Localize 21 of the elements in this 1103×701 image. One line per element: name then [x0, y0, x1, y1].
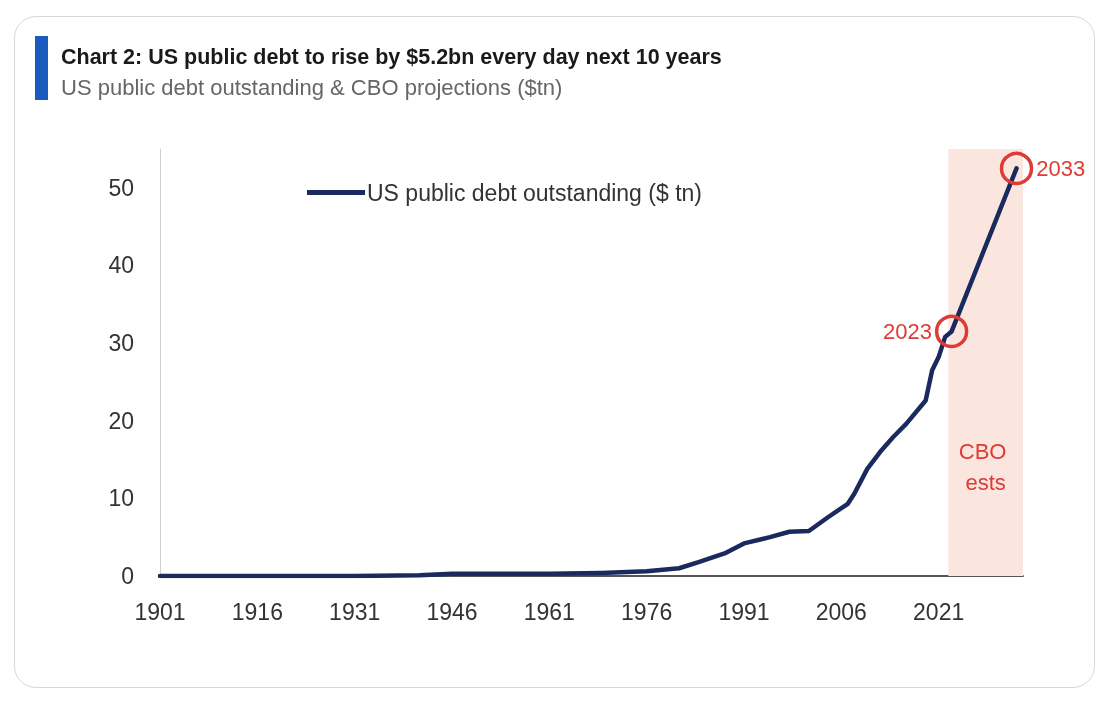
x-tick-label: 2006: [815, 598, 867, 625]
y-tick-label: 30: [108, 330, 134, 357]
y-tick-label: 20: [108, 407, 134, 434]
y-tick-label: 40: [108, 252, 134, 279]
x-tick-label: 1916: [231, 598, 283, 625]
x-tick-label: 1961: [523, 598, 575, 625]
y-tick-label: 0: [121, 563, 134, 589]
x-tick-label: 1976: [621, 598, 673, 625]
y-tick-label: 50: [108, 174, 134, 201]
chart-title: Chart 2: US public debt to rise by $5.2bn every day next 10 years: [61, 45, 722, 69]
legend-label: US public debt outstanding ($ tn): [367, 179, 702, 206]
x-tick-label: 1931: [329, 598, 381, 625]
annotation: 2023: [882, 318, 932, 344]
x-tick-label: 1991: [718, 598, 770, 625]
x-tick-label: 1946: [426, 598, 478, 625]
x-tick-label: 2021: [913, 598, 965, 625]
y-tick-label: 10: [108, 485, 134, 512]
annotation: 2033: [1036, 155, 1086, 181]
band-label: CBO ests: [958, 439, 1013, 495]
x-tick-label: 1901: [134, 598, 186, 625]
chart-subtitle: US public debt outstanding & CBO projections ($tn): [61, 74, 563, 100]
